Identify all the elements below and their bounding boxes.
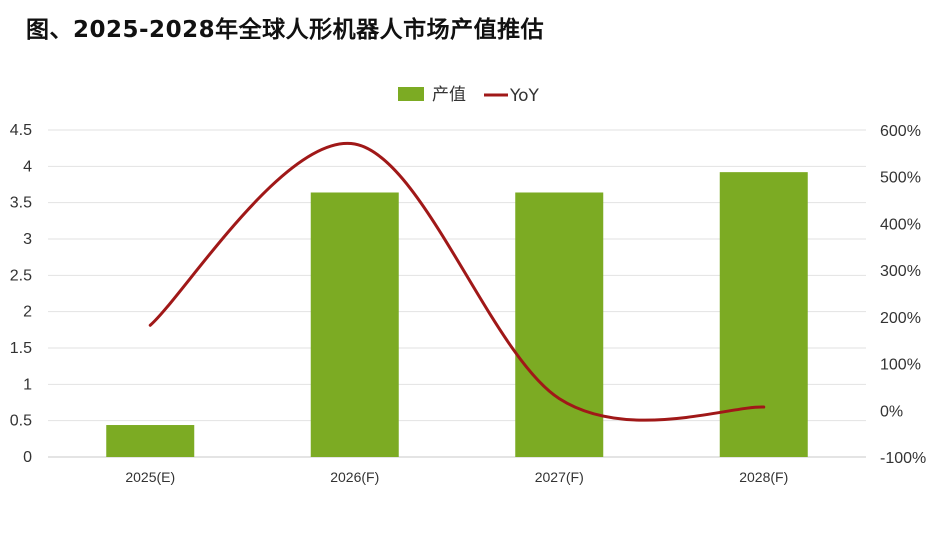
- y-left-tick-label: 4.5: [10, 122, 32, 139]
- yoy-line: [148, 142, 766, 422]
- bar: [719, 172, 808, 457]
- bar: [310, 192, 399, 457]
- legend: 产值 YoY: [398, 85, 540, 106]
- bar: [106, 425, 195, 457]
- y-right-tick-label: 600%: [880, 123, 921, 140]
- y-left-tick-label: 4: [23, 158, 32, 175]
- axes: 0 0.5 1 1.5 2 2.5 3 3.5 4 4.5 -100% 0% 100% 200% 300% 4…: [10, 122, 927, 485]
- chart-title: 图、2025-2028年全球人形机器人市场产值推估: [26, 17, 545, 43]
- y-right-tick-label: 500%: [880, 170, 921, 187]
- legend-label: YoY: [509, 86, 540, 106]
- bar: [515, 192, 604, 457]
- legend-label: 产值: [432, 85, 466, 105]
- y-right-tick-label: 300%: [880, 263, 921, 280]
- y-left-tick-label: 0.5: [10, 413, 32, 430]
- y-left-tick-label: 3.5: [10, 195, 32, 212]
- y-left-tick-label: 1: [23, 376, 32, 393]
- y-left-tick-label: 2.5: [10, 267, 32, 284]
- line-series: [148, 142, 766, 422]
- y-right-tick-label: 400%: [880, 216, 921, 233]
- x-tick-label: 2028(F): [739, 469, 788, 485]
- y-left-tick-label: 1.5: [10, 340, 32, 357]
- legend-swatch-bar: [398, 87, 424, 101]
- x-tick-label: 2026(F): [330, 469, 379, 485]
- y-right-tick-label: 0%: [880, 403, 903, 420]
- y-left-tick-label: 2: [23, 304, 32, 321]
- x-tick-label: 2027(F): [535, 469, 584, 485]
- y-right-tick-label: 100%: [880, 357, 921, 374]
- x-tick-label: 2025(E): [125, 469, 175, 485]
- y-right-tick-label: -100%: [880, 450, 926, 467]
- y-right-tick-label: 200%: [880, 310, 921, 327]
- y-left-tick-label: 3: [23, 231, 32, 248]
- y-left-tick-label: 0: [23, 449, 32, 466]
